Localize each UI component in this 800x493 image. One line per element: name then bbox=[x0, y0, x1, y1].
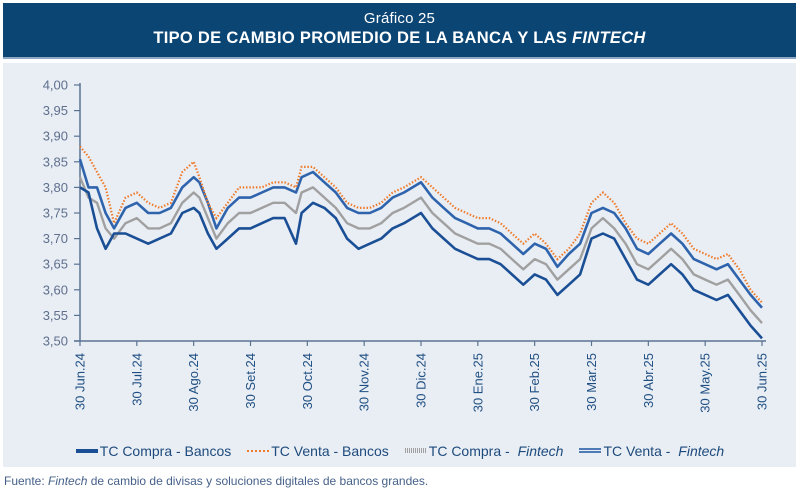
y-tick-label: 3,70 bbox=[43, 231, 68, 246]
source-text: de cambio de divisas y soluciones digita… bbox=[87, 474, 429, 488]
legend-label-italic: Fintech bbox=[678, 443, 725, 459]
chart-header: Gráfico 25 TIPO DE CAMBIO PROMEDIO DE LA… bbox=[3, 3, 796, 59]
x-tick-label: 30 Jun.24 bbox=[73, 353, 88, 410]
source-prefix: Fuente: bbox=[4, 474, 49, 488]
series-venta-fintech bbox=[78, 158, 763, 309]
x-axis: 30 Jun.24 30 Jul.24 30 Ago.24 30 Set.24 30 O… bbox=[73, 340, 770, 413]
source-note: Fuente: Fintech de cambio de divisas y s… bbox=[4, 474, 428, 488]
solid-line-icon bbox=[75, 447, 98, 455]
y-tick-label: 3,65 bbox=[43, 257, 68, 272]
x-tick-label: 30 Jul.24 bbox=[129, 353, 144, 406]
chart-title: TIPO DE CAMBIO PROMEDIO DE LA BANCA Y LA… bbox=[3, 29, 796, 48]
legend-label: TC Compra - Bancos bbox=[99, 443, 232, 459]
legend: TC Compra - Bancos TC Venta - Bancos TC … bbox=[0, 440, 800, 462]
x-tick-label: 30 Abr.25 bbox=[641, 353, 656, 408]
legend-item-compra-fintech: TC Compra - Fintech bbox=[404, 443, 564, 459]
y-tick-label: 3,95 bbox=[43, 103, 68, 118]
x-tick-label: 30 Ene.25 bbox=[470, 353, 485, 412]
y-tick-label: 3,75 bbox=[43, 206, 68, 221]
legend-label: TC Venta - bbox=[603, 443, 671, 459]
y-tick-label: 4,00 bbox=[43, 78, 68, 93]
legend-item-venta-bancos: TC Venta - Bancos bbox=[247, 443, 389, 459]
legend-item-venta-fintech: TC Venta - Fintech bbox=[579, 443, 724, 459]
series-lines bbox=[78, 145, 763, 340]
series-venta-bancos bbox=[79, 145, 763, 304]
dotted-line-icon bbox=[247, 447, 270, 455]
chart-title-italic: FINTECH bbox=[572, 29, 646, 47]
x-tick-label: 30 May.25 bbox=[698, 353, 713, 413]
chart-panel bbox=[3, 63, 796, 467]
source-italic: Fintech bbox=[48, 474, 88, 488]
x-tick-label: 30 Jun.25 bbox=[755, 353, 770, 410]
double-line-icon bbox=[579, 447, 602, 455]
legend-label-italic: Fintech bbox=[517, 443, 564, 459]
y-tick-label: 3,60 bbox=[43, 282, 68, 297]
y-axis: 3,50 3,55 3,60 3,65 3,70 3,75 3,80 3,85 3,90 3,95… bbox=[43, 78, 81, 349]
y-tick-label: 3,90 bbox=[43, 129, 68, 144]
x-tick-label: 30 Mar.25 bbox=[584, 353, 599, 411]
line-chart: 3,50 3,55 3,60 3,65 3,70 3,75 3,80 3,85 3,90 3,95… bbox=[43, 78, 770, 413]
x-tick-label: 30 Dic.24 bbox=[414, 353, 429, 408]
legend-label: TC Venta - Bancos bbox=[271, 443, 389, 459]
y-tick-label: 3,80 bbox=[43, 180, 68, 195]
chart-number: Gráfico 25 bbox=[363, 10, 436, 27]
y-tick-label: 3,55 bbox=[43, 308, 68, 323]
x-tick-label: 30 Set.24 bbox=[243, 353, 258, 409]
series-compra-bancos bbox=[79, 186, 763, 340]
y-tick-label: 3,85 bbox=[43, 154, 68, 169]
chart-title-main: TIPO DE CAMBIO PROMEDIO DE LA BANCA Y LA… bbox=[153, 29, 573, 47]
legend-label: TC Compra - bbox=[428, 443, 510, 459]
x-tick-label: 30 Nov.24 bbox=[357, 353, 372, 411]
x-tick-label: 30 Oct.24 bbox=[300, 353, 315, 409]
y-tick-label: 3,50 bbox=[43, 334, 68, 349]
series-compra-fintech bbox=[78, 176, 763, 324]
x-tick-label: 30 Feb.25 bbox=[527, 353, 542, 412]
striped-line-icon bbox=[404, 447, 427, 455]
x-tick-label: 30 Ago.24 bbox=[186, 353, 201, 412]
legend-item-compra-bancos: TC Compra - Bancos bbox=[75, 443, 232, 459]
